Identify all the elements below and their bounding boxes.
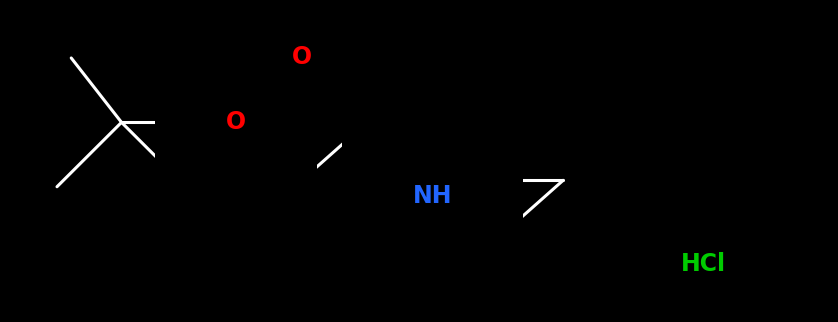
- Text: O: O: [226, 110, 246, 134]
- Text: HCl: HCl: [681, 252, 727, 276]
- Text: O: O: [292, 45, 312, 69]
- Text: HCl: HCl: [681, 252, 727, 276]
- Text: NH: NH: [412, 184, 453, 208]
- Text: O: O: [292, 45, 312, 69]
- Text: O: O: [226, 110, 246, 134]
- Text: NH: NH: [412, 184, 453, 208]
